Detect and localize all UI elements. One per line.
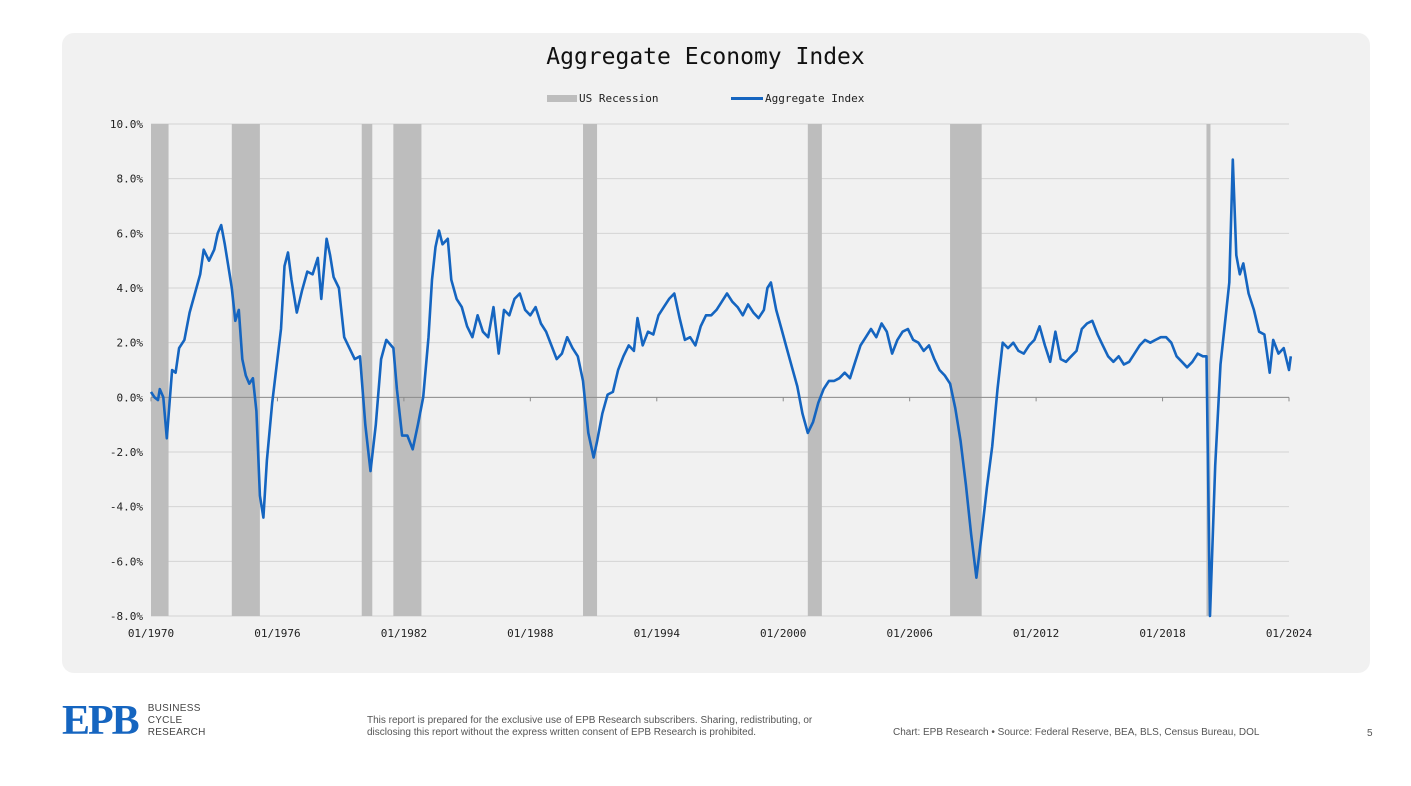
y-tick-label: 8.0% bbox=[117, 173, 144, 186]
x-tick-label: 01/1994 bbox=[634, 627, 681, 640]
recession-band bbox=[361, 124, 373, 616]
recession-band bbox=[807, 124, 822, 616]
legend-swatch-recession bbox=[547, 95, 577, 102]
y-tick-label: -2.0% bbox=[110, 446, 143, 459]
logo-word: BUSINESS bbox=[147, 703, 201, 714]
x-tick-label: 01/2006 bbox=[886, 627, 932, 640]
recession-band bbox=[151, 124, 169, 616]
x-tick-label: 01/1982 bbox=[381, 627, 427, 640]
page-number: 5 bbox=[1367, 728, 1373, 739]
y-tick-label: -4.0% bbox=[110, 501, 143, 514]
x-tick-label: 01/2018 bbox=[1139, 627, 1185, 640]
legend-item-index: Aggregate Index bbox=[731, 92, 864, 105]
y-tick-label: 2.0% bbox=[117, 337, 144, 350]
x-tick-label: 01/1970 bbox=[128, 627, 174, 640]
x-tick-label: 01/1976 bbox=[254, 627, 300, 640]
chart-card bbox=[62, 33, 1370, 673]
logo-word: RESEARCH bbox=[147, 727, 206, 738]
legend-item-recession: US Recession bbox=[547, 92, 658, 105]
recession-band bbox=[393, 124, 422, 616]
epb-logo: EPB BUSINESS CYCLE RESEARCH bbox=[62, 700, 206, 742]
y-tick-label: -6.0% bbox=[110, 555, 143, 568]
recession-band bbox=[950, 124, 982, 616]
y-tick-label: 10.0% bbox=[110, 118, 143, 131]
legend-swatch-index bbox=[731, 97, 763, 100]
logo-word: CYCLE bbox=[147, 715, 183, 726]
y-tick-label: 6.0% bbox=[117, 227, 144, 240]
chart-title: Aggregate Economy Index bbox=[546, 44, 865, 70]
y-tick-label: 4.0% bbox=[117, 282, 144, 295]
x-tick-label: 01/1988 bbox=[507, 627, 553, 640]
x-tick-label: 01/2012 bbox=[1013, 627, 1059, 640]
x-tick-label: 01/2024 bbox=[1266, 627, 1313, 640]
legend-label-recession: US Recession bbox=[579, 92, 659, 105]
disclaimer-text: This report is prepared for the exclusiv… bbox=[367, 715, 813, 738]
x-tick-label: 01/2000 bbox=[760, 627, 806, 640]
logo-mark: EPB bbox=[62, 698, 140, 744]
logo-words: BUSINESS CYCLE RESEARCH bbox=[148, 703, 206, 739]
recession-band bbox=[583, 124, 598, 616]
y-tick-label: -8.0% bbox=[110, 610, 143, 623]
source-credit: Chart: EPB Research • Source: Federal Re… bbox=[893, 727, 1260, 738]
recession-band bbox=[1206, 124, 1211, 616]
chart-legend: US Recession Aggregate Index bbox=[0, 92, 1411, 108]
series-line-aggregate-index bbox=[149, 158, 1293, 618]
legend-label-index: Aggregate Index bbox=[765, 92, 865, 105]
y-tick-label: 0.0% bbox=[117, 391, 144, 404]
